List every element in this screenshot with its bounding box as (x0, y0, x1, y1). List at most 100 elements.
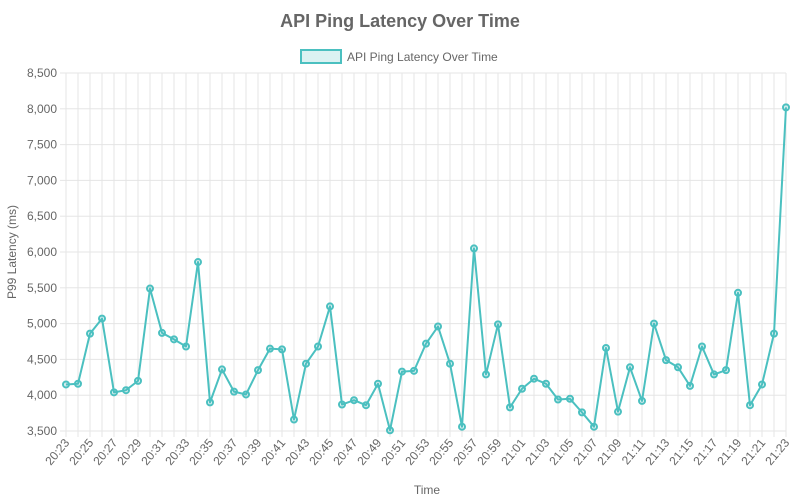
x-axis-title: Time (414, 483, 441, 497)
y-tick-label: 3,500 (27, 424, 57, 438)
x-tick-label: 20:39 (234, 436, 264, 468)
data-point[interactable] (170, 335, 178, 344)
y-axis-ticks: 3,500 4,000 4,500 5,000 5,500 6,000 6,500 7,000… (27, 66, 57, 438)
data-point[interactable] (134, 376, 142, 385)
data-point[interactable] (674, 363, 682, 372)
x-tick-label: 21:23 (762, 436, 792, 468)
data-point[interactable] (194, 258, 202, 267)
data-point[interactable] (386, 426, 394, 435)
data-point[interactable] (494, 320, 502, 329)
data-point[interactable] (350, 396, 358, 405)
y-tick-label: 8,000 (27, 102, 57, 116)
data-point[interactable] (362, 401, 370, 410)
data-point[interactable] (458, 422, 466, 431)
data-point[interactable] (434, 322, 442, 331)
grid (60, 72, 787, 437)
data-point[interactable] (578, 408, 586, 417)
legend-label[interactable]: API Ping Latency Over Time (347, 50, 498, 64)
data-point[interactable] (626, 363, 634, 372)
x-tick-label: 20:31 (138, 436, 168, 468)
x-tick-label: 20:25 (66, 436, 96, 468)
data-point[interactable] (722, 366, 730, 375)
data-point[interactable] (782, 103, 790, 112)
x-tick-label: 20:35 (186, 436, 216, 468)
x-tick-label: 20:55 (426, 436, 456, 468)
x-tick-label: 20:23 (42, 436, 72, 468)
data-point[interactable] (314, 342, 322, 351)
data-point[interactable] (770, 329, 778, 338)
y-tick-label: 7,500 (27, 138, 57, 152)
data-point[interactable] (158, 328, 166, 337)
data-point[interactable] (470, 244, 478, 253)
data-point[interactable] (746, 401, 754, 410)
data-point[interactable] (530, 374, 538, 383)
data-point[interactable] (374, 379, 382, 388)
data-point[interactable] (266, 344, 274, 353)
x-tick-label: 21:01 (498, 436, 528, 468)
data-point[interactable] (206, 398, 214, 407)
data-point[interactable] (326, 302, 334, 311)
series-points-layer (62, 103, 790, 435)
data-point[interactable] (410, 366, 418, 375)
data-point[interactable] (74, 379, 82, 388)
data-point[interactable] (278, 345, 286, 354)
data-point[interactable] (218, 365, 226, 374)
data-point[interactable] (542, 379, 550, 388)
data-point[interactable] (302, 359, 310, 368)
y-tick-label: 7,000 (27, 173, 57, 187)
series-line (65, 107, 787, 432)
data-point[interactable] (566, 394, 574, 403)
data-point[interactable] (290, 415, 298, 424)
data-point[interactable] (554, 395, 562, 404)
data-point[interactable] (86, 329, 94, 338)
x-tick-label: 21:17 (690, 436, 720, 468)
data-point[interactable] (638, 396, 646, 405)
legend[interactable]: API Ping Latency Over Time (300, 49, 498, 64)
legend-swatch[interactable] (300, 49, 342, 64)
x-tick-label: 20:33 (162, 436, 192, 468)
data-point[interactable] (686, 381, 694, 390)
data-point[interactable] (230, 387, 238, 396)
x-tick-label: 20:49 (354, 436, 384, 468)
data-point[interactable] (398, 367, 406, 376)
chart-title: API Ping Latency Over Time (280, 11, 520, 31)
data-point[interactable] (254, 366, 262, 375)
data-point[interactable] (482, 370, 490, 379)
data-point[interactable] (506, 403, 514, 412)
x-tick-label: 20:41 (258, 436, 288, 468)
data-point[interactable] (518, 384, 526, 393)
data-point[interactable] (662, 356, 670, 365)
data-point[interactable] (338, 400, 346, 409)
data-point[interactable] (614, 407, 622, 416)
x-tick-label: 21:21 (738, 436, 768, 468)
x-tick-label: 21:11 (619, 436, 649, 468)
x-tick-label: 20:53 (402, 436, 432, 468)
x-tick-label: 21:07 (570, 436, 600, 468)
data-point[interactable] (422, 339, 430, 348)
data-point[interactable] (734, 288, 742, 297)
y-axis-title: P99 Latency (ms) (5, 205, 19, 299)
data-point[interactable] (758, 380, 766, 389)
data-point[interactable] (590, 422, 598, 431)
data-point[interactable] (182, 342, 190, 351)
y-tick-label: 6,500 (27, 209, 57, 223)
x-tick-label: 20:51 (378, 436, 408, 468)
data-point[interactable] (602, 343, 610, 352)
y-tick-label: 6,000 (27, 245, 57, 259)
data-point[interactable] (110, 388, 118, 397)
data-point[interactable] (242, 390, 250, 399)
data-point[interactable] (710, 370, 718, 379)
data-point[interactable] (122, 386, 130, 395)
data-point[interactable] (698, 342, 706, 351)
x-tick-label: 20:27 (90, 436, 120, 468)
data-point[interactable] (98, 314, 106, 323)
series-line-layer (65, 107, 787, 432)
data-point[interactable] (446, 359, 454, 368)
data-point[interactable] (62, 380, 70, 389)
data-point[interactable] (146, 284, 154, 293)
data-point[interactable] (650, 319, 658, 328)
x-tick-label: 21:05 (546, 436, 576, 468)
y-tick-label: 8,500 (27, 66, 57, 80)
